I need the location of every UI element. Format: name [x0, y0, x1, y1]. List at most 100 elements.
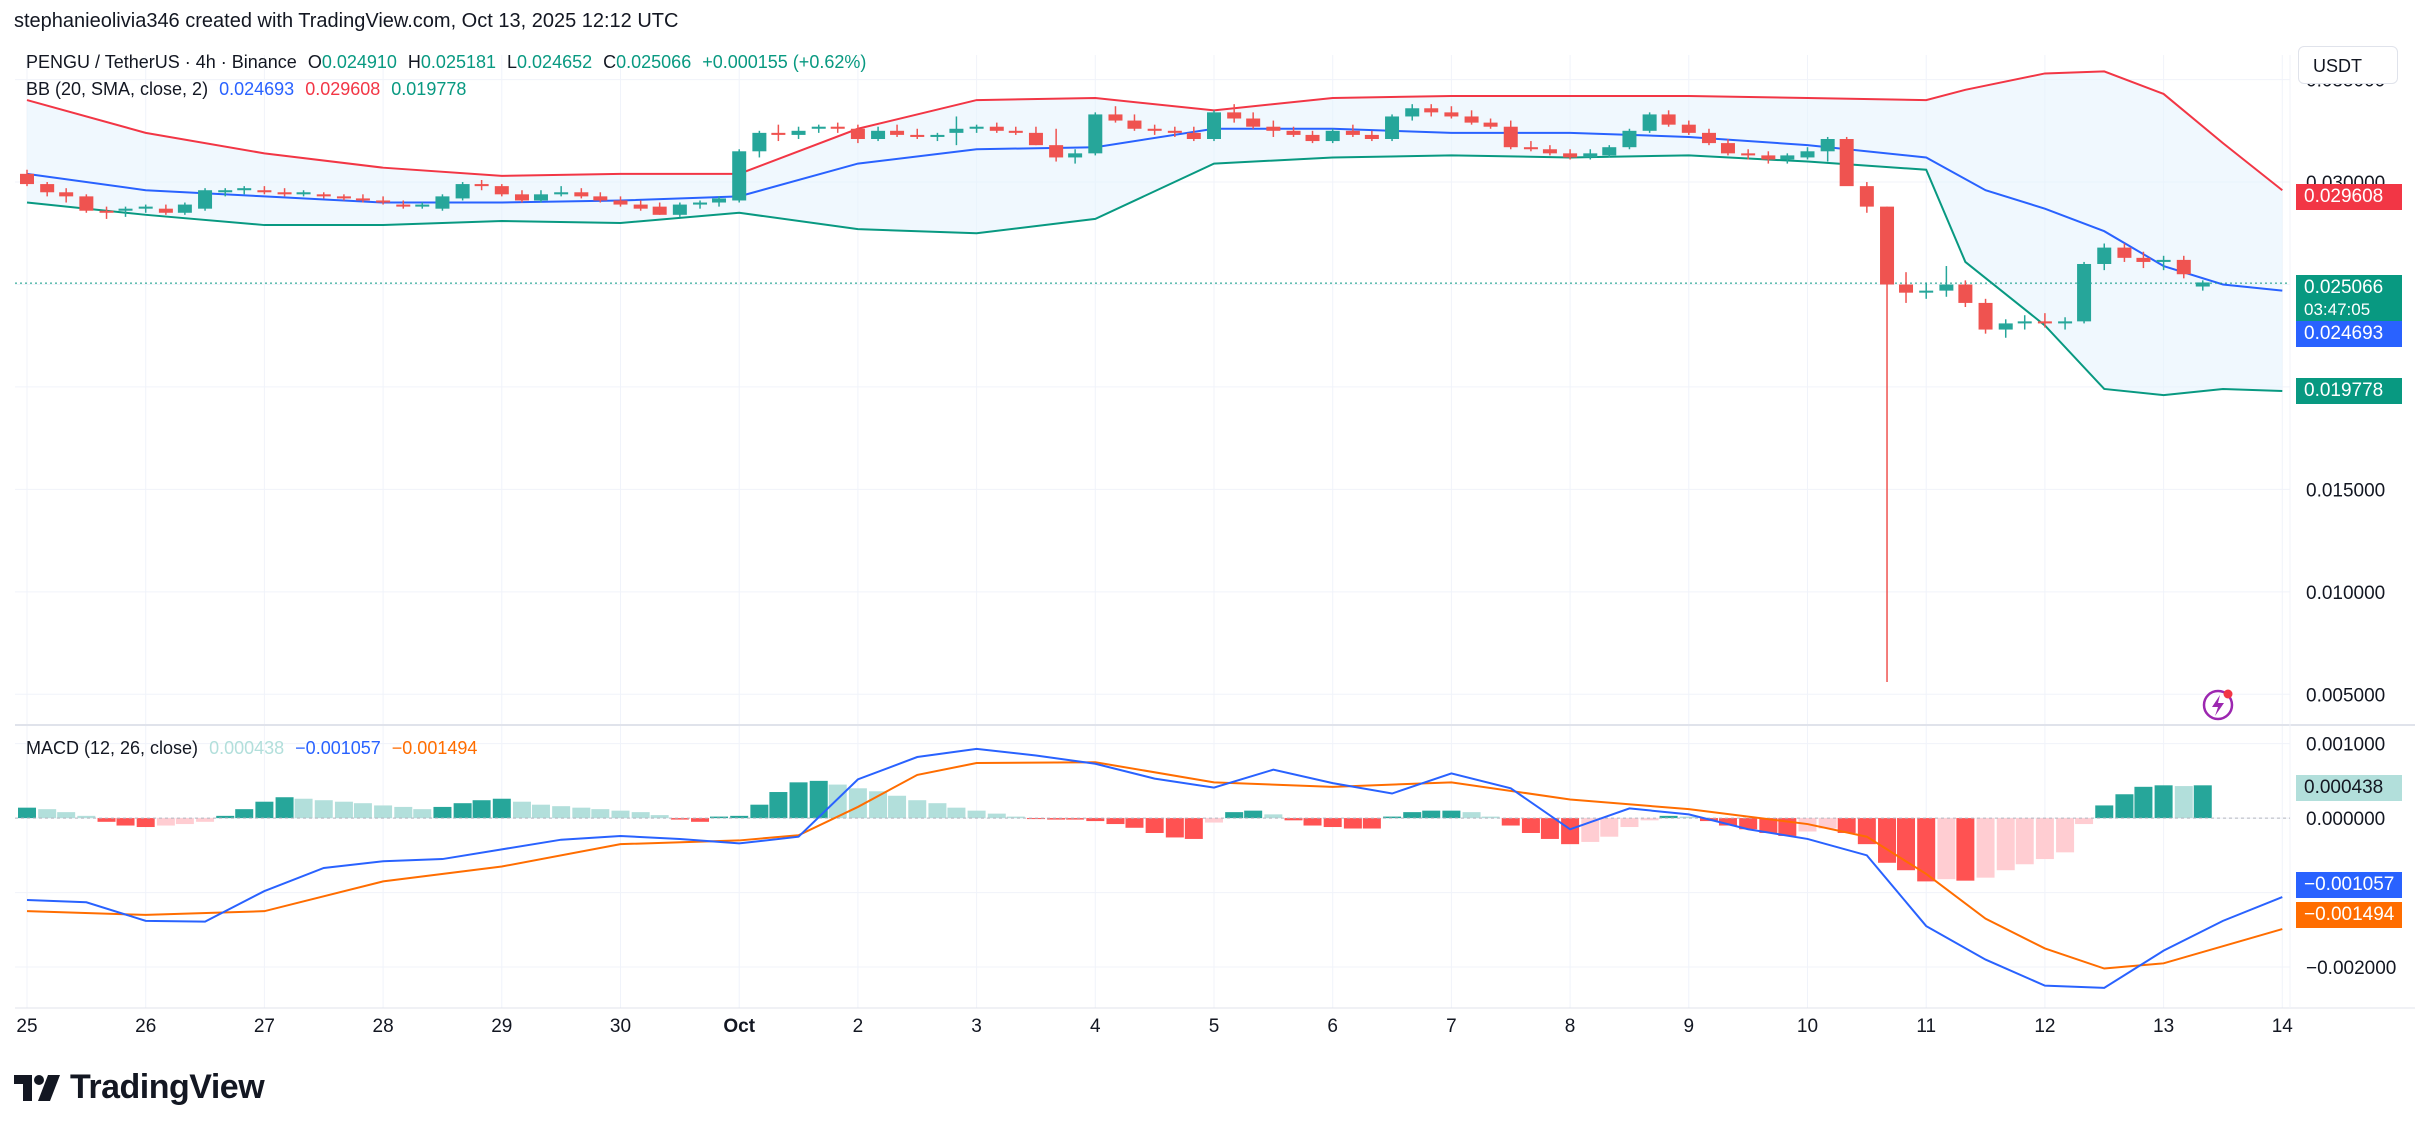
- candle-body: [949, 128, 964, 133]
- macd-histogram-bar: [1540, 818, 1559, 839]
- candle-body: [672, 204, 687, 215]
- macd-axis-label: 0.001000: [2306, 735, 2385, 756]
- macd-histogram-bar: [175, 818, 194, 825]
- candle-body: [1839, 139, 1854, 187]
- macd-line: [26, 747, 2283, 989]
- candle: [771, 124, 786, 142]
- candle: [593, 192, 608, 203]
- candle: [218, 188, 233, 197]
- candle-body: [574, 192, 589, 197]
- candle-body: [830, 126, 845, 129]
- candle-body: [1542, 149, 1557, 154]
- macd-histogram-bar: [275, 797, 294, 819]
- candle: [1186, 126, 1201, 142]
- candle: [2156, 255, 2171, 271]
- bb-label[interactable]: BB (20, SMA, close, 2): [26, 79, 209, 99]
- candle: [336, 194, 351, 201]
- candle-body: [1286, 130, 1301, 135]
- candle: [732, 149, 747, 203]
- macd-histogram-bar: [156, 818, 175, 826]
- macd-histogram-bar: [888, 795, 907, 819]
- candle-body: [1246, 118, 1261, 127]
- candle: [1720, 139, 1735, 156]
- macd-histogram-bar: [531, 804, 550, 819]
- candle: [435, 194, 450, 211]
- candle: [811, 124, 826, 133]
- macd-histogram-bar: [77, 815, 96, 819]
- candle: [2195, 280, 2210, 291]
- macd-line-value: −0.001057: [295, 738, 381, 758]
- candle: [1998, 319, 2013, 338]
- candle-body: [296, 192, 311, 195]
- macd-histogram-bar: [1897, 818, 1916, 871]
- chart-area[interactable]: 0.0350000.0300000.0150000.0100000.005000…: [0, 40, 2433, 1045]
- macd-histogram-bar: [1066, 818, 1085, 820]
- candle-body: [1563, 153, 1578, 158]
- macd-histogram-bar: [2035, 818, 2054, 860]
- macd-histogram-bar: [1759, 818, 1778, 833]
- candle: [257, 186, 272, 195]
- price-axis-label: 0.005000: [2306, 685, 2385, 706]
- candle: [177, 202, 192, 215]
- candle-body: [533, 194, 548, 201]
- macd-histogram-bar: [750, 804, 769, 819]
- candle-body: [1741, 153, 1756, 156]
- candle: [533, 190, 548, 203]
- candle-body: [1720, 143, 1735, 154]
- candle: [1701, 128, 1716, 146]
- candle-body: [1523, 147, 1538, 150]
- symbol-label[interactable]: PENGU / TetherUS · 4h · Binance: [26, 52, 297, 72]
- candle: [1305, 130, 1320, 144]
- candle-body: [1681, 124, 1696, 133]
- candle: [1602, 145, 1617, 158]
- candle: [1028, 126, 1043, 146]
- close-label: C: [603, 52, 617, 72]
- time-axis-label: 5: [1209, 1016, 1220, 1037]
- macd-histogram-bar: [591, 809, 610, 819]
- candle: [1661, 110, 1676, 127]
- candle: [1266, 120, 1281, 137]
- macd-histogram-bar: [2015, 818, 2034, 865]
- tradingview-logo[interactable]: TradingView: [14, 1068, 265, 1107]
- notification-dot: [2223, 689, 2233, 699]
- price-axis-label: 0.015000: [2306, 480, 2385, 501]
- candle: [1364, 130, 1379, 142]
- candle-body: [40, 184, 55, 193]
- currency-button[interactable]: USDT: [2298, 46, 2398, 84]
- candle: [158, 204, 173, 215]
- macd-histogram-bar: [2174, 786, 2193, 819]
- candle-body: [693, 202, 708, 205]
- macd-histogram: [18, 780, 2212, 882]
- macd-histogram-bar: [1996, 818, 2015, 871]
- candle: [1068, 149, 1083, 164]
- macd-histogram-bar: [828, 784, 847, 819]
- candle: [1345, 124, 1360, 137]
- candle-body: [1483, 122, 1498, 127]
- candle: [296, 190, 311, 197]
- candle-body: [1503, 126, 1518, 148]
- candle: [2117, 243, 2132, 262]
- candle: [1820, 136, 1835, 162]
- price-chart[interactable]: 0.0350000.0300000.0150000.0100000.005000…: [0, 40, 2433, 1045]
- candle-body: [2097, 247, 2112, 264]
- candle: [198, 188, 213, 211]
- candle: [1583, 149, 1598, 160]
- close-value: 0.025066: [616, 52, 692, 72]
- candle: [693, 200, 708, 209]
- candle: [2017, 315, 2032, 330]
- time-axis-label: 14: [2272, 1016, 2294, 1037]
- candle-body: [1701, 132, 1716, 144]
- macd-histogram-bar: [730, 815, 749, 819]
- candle-body: [1602, 147, 1617, 156]
- candle: [1008, 126, 1023, 135]
- candle-body: [2017, 321, 2032, 324]
- candle: [355, 194, 370, 203]
- macd-histogram-bar: [572, 807, 591, 819]
- candle: [652, 202, 667, 215]
- macd-label[interactable]: MACD (12, 26, close): [26, 738, 199, 758]
- candle-body: [355, 198, 370, 201]
- candle-body: [20, 173, 34, 185]
- candle: [633, 200, 648, 211]
- macd-histogram-bar: [691, 818, 710, 822]
- candle: [2136, 251, 2151, 269]
